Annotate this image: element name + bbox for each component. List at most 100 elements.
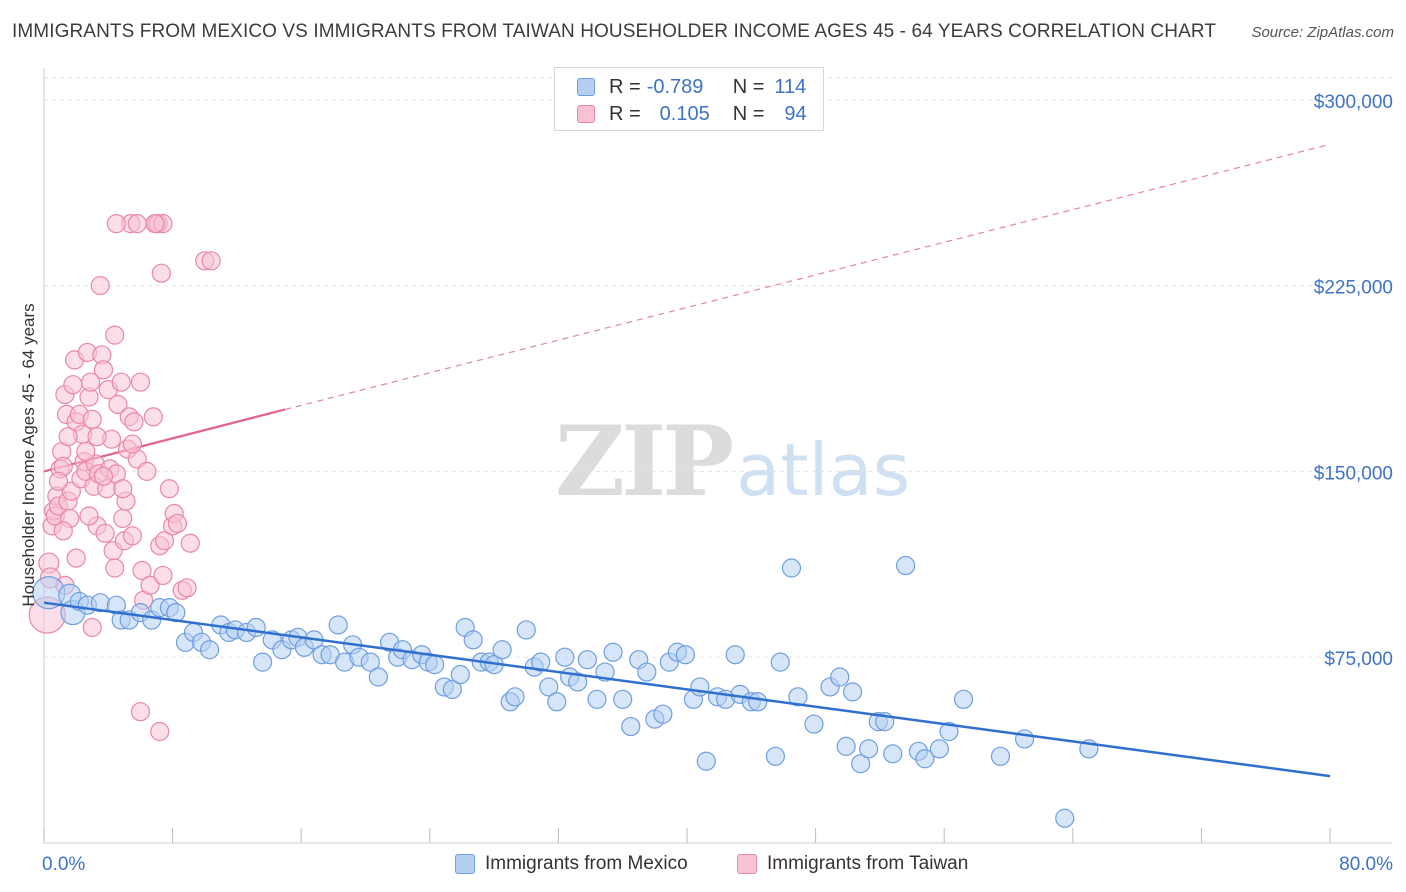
legend-swatch-taiwan: [577, 105, 595, 123]
mexico-point-92: [830, 667, 850, 687]
mexico-point-32: [328, 615, 348, 635]
mexico-point-71: [637, 662, 657, 682]
chart-title: IMMIGRANTS FROM MEXICO VS IMMIGRANTS FRO…: [12, 21, 1217, 42]
legend-n-mexico: 114: [774, 75, 807, 98]
mexico-point-87: [770, 652, 790, 672]
taiwan-point-51: [122, 526, 143, 546]
legend-r-label: R =: [609, 75, 641, 98]
bottom-legend-label-mexico: Immigrants from Mexico: [485, 853, 688, 874]
y-tick-label-0: $75,000: [1324, 649, 1393, 670]
mexico-point-100: [896, 555, 916, 576]
mexico-point-85: [748, 692, 768, 712]
correlation-legend: R = -0.789 N = 114 R = 0.105 N = 94: [554, 67, 824, 131]
taiwan-point-74: [201, 251, 221, 271]
taiwan-point-77: [150, 721, 170, 742]
mexico-point-36: [360, 652, 380, 672]
mexico-point-99: [883, 744, 903, 764]
taiwan-point-55: [132, 560, 152, 581]
taiwan-point-58: [140, 575, 160, 595]
taiwan-point-71: [177, 578, 197, 598]
taiwan-point-41: [105, 325, 125, 345]
mexico-point-67: [603, 642, 623, 662]
taiwan-point-43: [108, 394, 128, 415]
taiwan-point-69: [167, 513, 188, 534]
x-tick-label-min: 0.0%: [42, 854, 85, 875]
legend-swatch-mexico: [577, 78, 595, 96]
watermark-atlas: atlas: [736, 428, 911, 512]
mexico-trendline: [43, 601, 1331, 778]
taiwan-point-66: [159, 479, 179, 499]
taiwan-point-45: [113, 508, 133, 529]
taiwan-point-93: [122, 434, 143, 454]
axis-labels: $75,000 $150,000 $225,000 $300,000 0.0% 80.0%…: [19, 92, 1393, 875]
mexico-point-37: [368, 667, 388, 687]
y-axis-label: Householder Income Ages 45 - 64 years: [19, 303, 38, 606]
axes: [43, 68, 1392, 844]
legend-row-taiwan: R = 0.105 N = 94: [577, 102, 807, 126]
mexico-point-68: [613, 689, 633, 709]
mexico-point-55: [505, 687, 525, 707]
taiwan-point-26: [81, 372, 101, 392]
taiwan-point-57: [137, 461, 157, 481]
legend-r-mexico: -0.789: [646, 75, 704, 98]
legend-r-label: R =: [609, 102, 641, 125]
mexico-point-94: [842, 682, 863, 702]
y-tick-label-2: $225,000: [1314, 278, 1393, 299]
mexico-point-56: [516, 620, 536, 640]
gridlines: [44, 77, 1392, 658]
taiwan-point-54: [130, 372, 151, 392]
y-tick-label-3: $300,000: [1314, 92, 1393, 113]
mexico-point-69: [621, 716, 641, 737]
bottom-legend-swatch-taiwan: [737, 854, 757, 874]
mexico-point-22: [246, 617, 266, 638]
mexico-point-61: [555, 647, 575, 667]
taiwan-point-64: [153, 565, 173, 586]
taiwan-point-72: [180, 533, 200, 553]
mexico-point-82: [725, 645, 745, 665]
taiwan-point-92: [113, 479, 133, 499]
legend-n-label: N =: [732, 102, 765, 125]
mexico-point-58: [531, 652, 551, 672]
mexico-point-90: [804, 714, 824, 734]
taiwan-point-82: [48, 471, 69, 491]
mexico-point-60: [547, 692, 567, 712]
mexico-point-44: [425, 655, 445, 675]
mexico-point-105: [953, 689, 974, 709]
x-tick-label-max: 80.0%: [1339, 854, 1393, 875]
y-tick-label-1: $150,000: [1314, 463, 1393, 484]
taiwan-point-86: [145, 214, 165, 234]
mexico-point-64: [577, 650, 597, 670]
mexico-point-102: [915, 749, 935, 769]
taiwan-point-32: [90, 275, 110, 296]
mexico-point-79: [696, 751, 716, 771]
mexico-point-95: [851, 754, 871, 774]
taiwan-trendline: [43, 143, 1331, 473]
mexico-point-53: [492, 640, 512, 660]
taiwan-point-80: [53, 521, 73, 541]
mexico-point-89: [788, 687, 808, 707]
bottom-legend-label-taiwan: Immigrants from Taiwan: [767, 853, 969, 874]
legend-n-label: N =: [732, 75, 765, 98]
mexico-point-96: [859, 739, 879, 759]
chart-source: Source: ZipAtlas.com: [1251, 24, 1394, 41]
mexico-points: [32, 555, 1099, 828]
mexico-point-73: [653, 704, 673, 724]
bottom-legend-swatch-mexico: [455, 854, 475, 874]
taiwan-point-91: [93, 466, 114, 486]
taiwan-points: [28, 214, 221, 742]
legend-r-taiwan: 0.105: [659, 102, 710, 125]
taiwan-point-87: [87, 427, 107, 447]
mexico-point-108: [1055, 808, 1075, 828]
taiwan-point-75: [82, 617, 102, 638]
mexico-point-93: [836, 736, 856, 756]
taiwan-point-16: [63, 375, 83, 395]
bottom-legend-taiwan: Immigrants from Taiwan: [737, 851, 968, 877]
legend-row-mexico: R = -0.789 N = 114: [577, 75, 806, 99]
mexico-point-49: [463, 630, 483, 650]
mexico-point-23: [253, 652, 273, 672]
taiwan-point-84: [79, 506, 99, 526]
taiwan-point-85: [127, 214, 147, 234]
mexico-point-106: [990, 746, 1011, 766]
taiwan-point-27: [82, 409, 102, 429]
